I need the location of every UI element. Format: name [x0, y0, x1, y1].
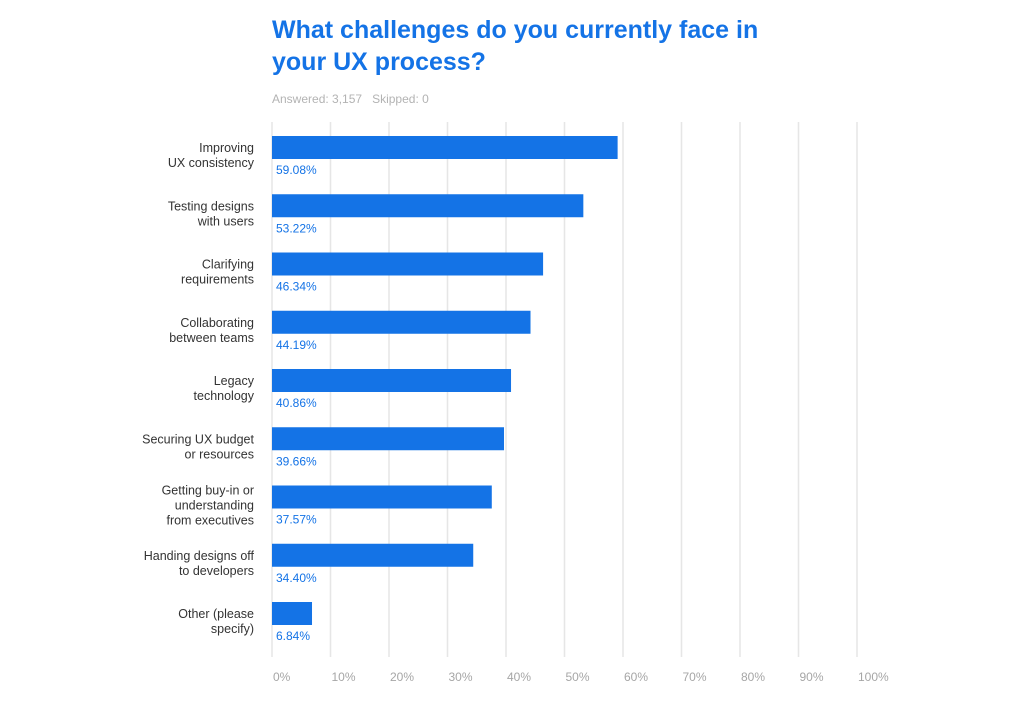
- x-tick-label: 40%: [507, 670, 531, 684]
- x-tick-label: 10%: [332, 670, 356, 684]
- x-tick-label: 80%: [741, 670, 765, 684]
- category-label: Legacy technology: [194, 374, 255, 403]
- bar: [272, 310, 531, 334]
- bar: [272, 543, 474, 567]
- category-label: Clarifying requirements: [181, 258, 254, 287]
- data-label: 59.08%: [276, 163, 317, 177]
- data-label: 40.86%: [276, 396, 317, 410]
- bar: [272, 369, 512, 392]
- bar: [272, 252, 544, 276]
- bar: [272, 136, 618, 159]
- x-tick-label: 20%: [390, 670, 414, 684]
- bar: [272, 427, 505, 451]
- response-stats: Answered: 3,157 Skipped: 0: [272, 92, 429, 106]
- bar: [272, 602, 313, 625]
- category-label: Handing designs off to developers: [144, 549, 255, 578]
- answered-count: Answered: 3,157: [272, 92, 363, 106]
- x-tick-label: 70%: [683, 670, 707, 684]
- category-label: Testing designs with users: [168, 199, 254, 228]
- bar: [272, 485, 492, 509]
- x-tick-label: 60%: [624, 670, 648, 684]
- x-tick-label: 30%: [449, 670, 473, 684]
- data-label: 34.40%: [276, 571, 317, 585]
- skipped-count: Skipped: 0: [372, 92, 429, 106]
- x-tick-label: 0%: [273, 670, 291, 684]
- category-label: Securing UX budget or resources: [142, 432, 254, 461]
- x-tick-label: 100%: [858, 670, 889, 684]
- category-label: Improving UX consistency: [168, 141, 255, 170]
- data-label: 46.34%: [276, 280, 317, 294]
- data-label: 39.66%: [276, 454, 317, 468]
- chart-title: What challenges do you currently face in…: [272, 16, 759, 76]
- data-label: 37.57%: [276, 513, 317, 527]
- category-label: Getting buy-in or understanding from execu…: [162, 484, 254, 528]
- x-tick-label: 50%: [566, 670, 590, 684]
- x-tick-label: 90%: [800, 670, 824, 684]
- category-label: Other (please specify): [178, 607, 254, 636]
- category-label: Collaborating between teams: [169, 316, 254, 345]
- data-label: 53.22%: [276, 221, 317, 235]
- data-label: 44.19%: [276, 338, 317, 352]
- data-label: 6.84%: [276, 629, 310, 643]
- bar: [272, 194, 584, 218]
